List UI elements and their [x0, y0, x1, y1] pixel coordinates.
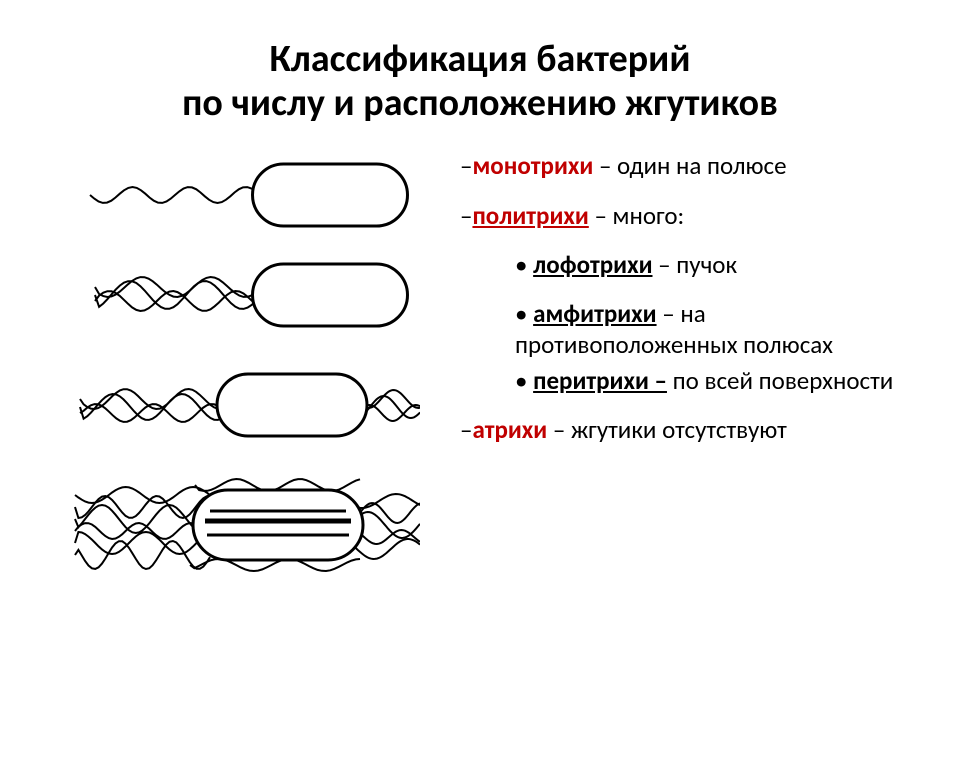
entry-amfitrichi: • амфитрихи – на противоположенных полюс…	[515, 298, 920, 361]
term-atrichi: атрихи	[472, 414, 547, 445]
bullet-icon: •	[515, 249, 527, 280]
page-title: Классификация бактерий по числу и распол…	[0, 38, 960, 125]
dash-icon: –	[460, 414, 472, 445]
term-lofotrichi: лофотрихи	[533, 249, 652, 280]
dash-icon: –	[460, 200, 472, 231]
title-line-2: по числу и расположению жгутиков	[0, 82, 960, 126]
desc-lofotrichi: – пучок	[658, 249, 737, 280]
title-line-1: Классификация бактерий	[0, 38, 960, 82]
entry-lofotrichi: • лофотрихи – пучок	[515, 249, 920, 280]
diagram-column	[60, 150, 420, 590]
bullet-icon: •	[515, 365, 527, 396]
entry-monotrichi: –монотрихи – один на полюсе	[460, 150, 920, 181]
desc-peritrichi: по всей поверхности	[673, 365, 894, 396]
bullet-icon: •	[515, 298, 527, 329]
entry-atrichi: –атрихи – жгутики отсутствуют	[460, 414, 920, 445]
term-politrichi: политрихи	[472, 200, 588, 231]
content-area: –монотрихи – один на полюсе –политрихи –…	[0, 125, 960, 590]
entry-peritrichi: • перитрихи – по всей поверхности	[515, 365, 920, 396]
dash-icon: –	[460, 150, 472, 181]
desc-politrichi: – много:	[594, 200, 684, 231]
definitions-column: –монотрихи – один на полюсе –политрихи –…	[420, 150, 920, 463]
term-peritrichi: перитрихи –	[533, 365, 667, 396]
term-monotrichi: монотрихи	[472, 150, 593, 181]
bacteria-diagram	[60, 150, 420, 590]
desc-atrichi: – жгутики отсутствуют	[553, 414, 787, 445]
term-amfitrichi: амфитрихи	[533, 298, 656, 329]
entry-politrichi: –политрихи – много:	[460, 200, 920, 231]
desc-monotrichi: – один на полюсе	[599, 150, 787, 181]
